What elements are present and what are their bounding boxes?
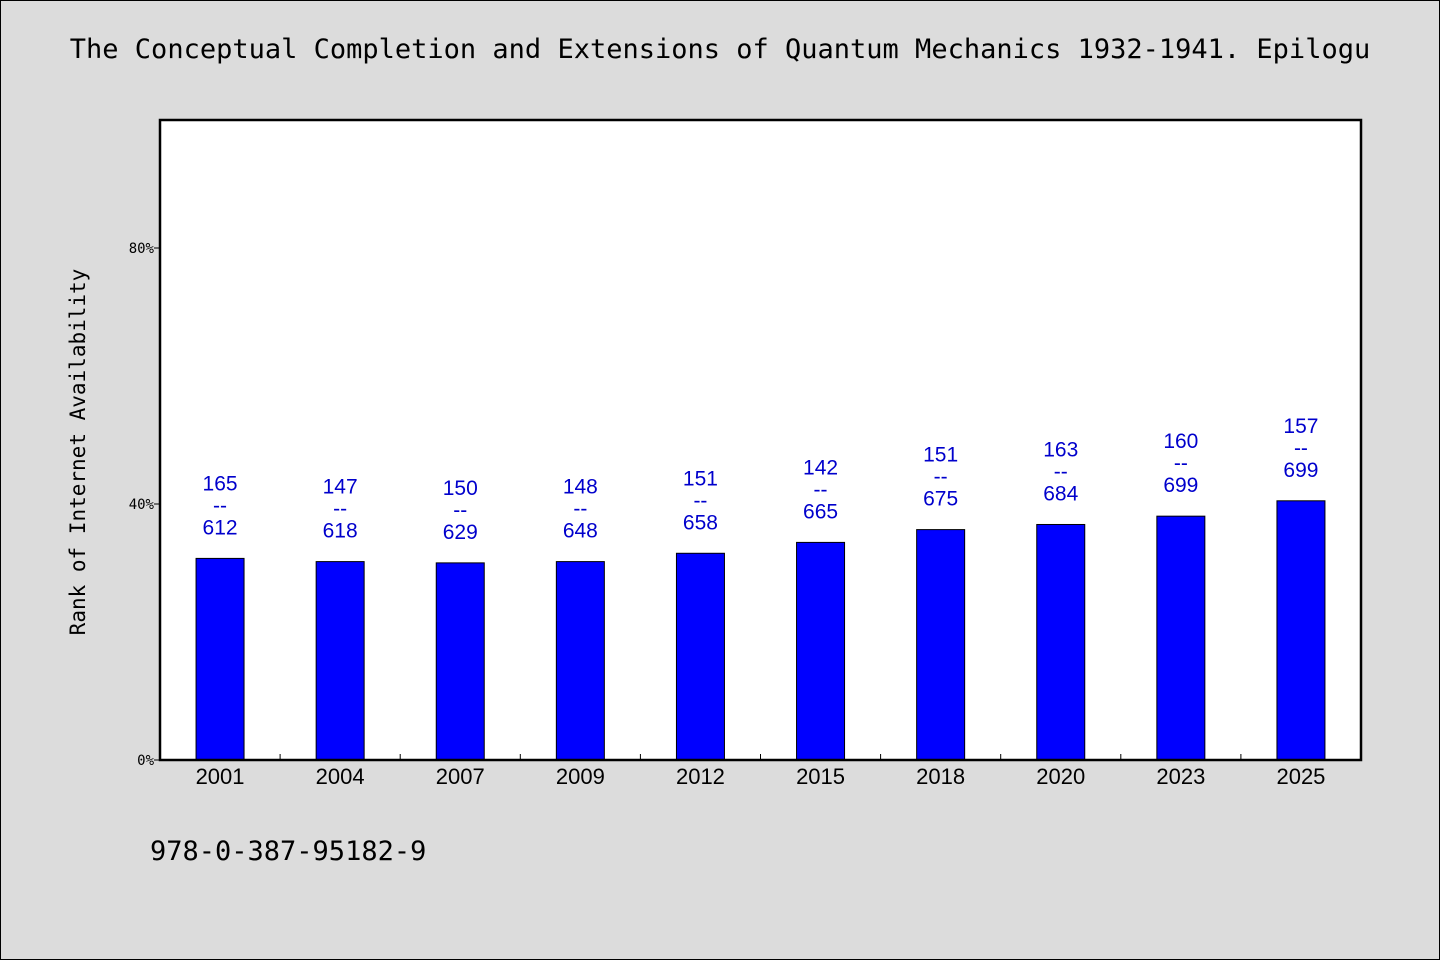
- isbn-footer: 978-0-387-95182-9: [150, 836, 427, 867]
- x-tick-label: 2025: [1276, 764, 1325, 789]
- data-label-separator: --: [693, 489, 707, 512]
- data-label-top: 151: [923, 444, 958, 467]
- bar: [1036, 523, 1086, 761]
- y-tick-label: 0%: [137, 753, 154, 769]
- data-label-bottom: 675: [923, 488, 958, 511]
- x-tick-label: 2007: [436, 764, 485, 789]
- bar: [675, 552, 725, 761]
- x-tick-label: 2009: [556, 764, 605, 789]
- x-tick-label: 2018: [916, 764, 965, 789]
- data-label-separator: --: [1294, 437, 1308, 460]
- data-label-bottom: 648: [563, 520, 598, 543]
- y-tick-label: 40%: [129, 497, 155, 513]
- data-label-top: 151: [683, 467, 718, 490]
- data-label-bottom: 699: [1283, 459, 1318, 482]
- bar: [435, 562, 485, 761]
- bar: [555, 561, 605, 761]
- plot-border: [158, 118, 1363, 762]
- bar: [916, 529, 966, 761]
- data-label-separator: --: [1174, 452, 1188, 475]
- data-label-bottom: 684: [1043, 482, 1078, 505]
- data-label-bottom: 665: [803, 500, 838, 523]
- data-label-bottom: 658: [683, 511, 718, 534]
- data-label-separator: --: [453, 499, 467, 522]
- data-label-separator: --: [1054, 460, 1068, 483]
- data-label-top: 163: [1043, 438, 1078, 461]
- bar: [315, 561, 365, 761]
- bar: [1156, 515, 1206, 761]
- data-label-top: 148: [563, 476, 598, 499]
- data-label-bottom: 612: [203, 516, 238, 539]
- data-label-top: 157: [1283, 415, 1318, 438]
- y-tick-label: 80%: [129, 241, 155, 257]
- data-label-top: 150: [443, 477, 478, 500]
- data-label-bottom: 699: [1163, 474, 1198, 497]
- x-tick-label: 2012: [676, 764, 725, 789]
- data-label-top: 160: [1163, 430, 1198, 453]
- data-label-top: 142: [803, 456, 838, 479]
- data-label-bottom: 629: [443, 521, 478, 544]
- data-label-separator: --: [573, 498, 587, 521]
- bar: [195, 557, 245, 761]
- data-label-top: 165: [203, 472, 238, 495]
- x-tick-label: 2004: [316, 764, 365, 789]
- x-tick-label: 2015: [796, 764, 845, 789]
- bar: [1276, 500, 1326, 761]
- data-label-separator: --: [213, 494, 227, 517]
- chart-title: The Conceptual Completion and Extensions…: [69, 34, 1371, 65]
- x-tick-label: 2020: [1036, 764, 1085, 789]
- bar: [796, 541, 846, 761]
- data-label-bottom: 618: [323, 520, 358, 543]
- x-tick-label: 2001: [196, 764, 245, 789]
- data-label-top: 147: [323, 476, 358, 499]
- x-tick-label: 2023: [1156, 764, 1205, 789]
- data-label-separator: --: [814, 478, 828, 501]
- data-label-separator: --: [333, 498, 347, 521]
- data-label-separator: --: [934, 466, 948, 489]
